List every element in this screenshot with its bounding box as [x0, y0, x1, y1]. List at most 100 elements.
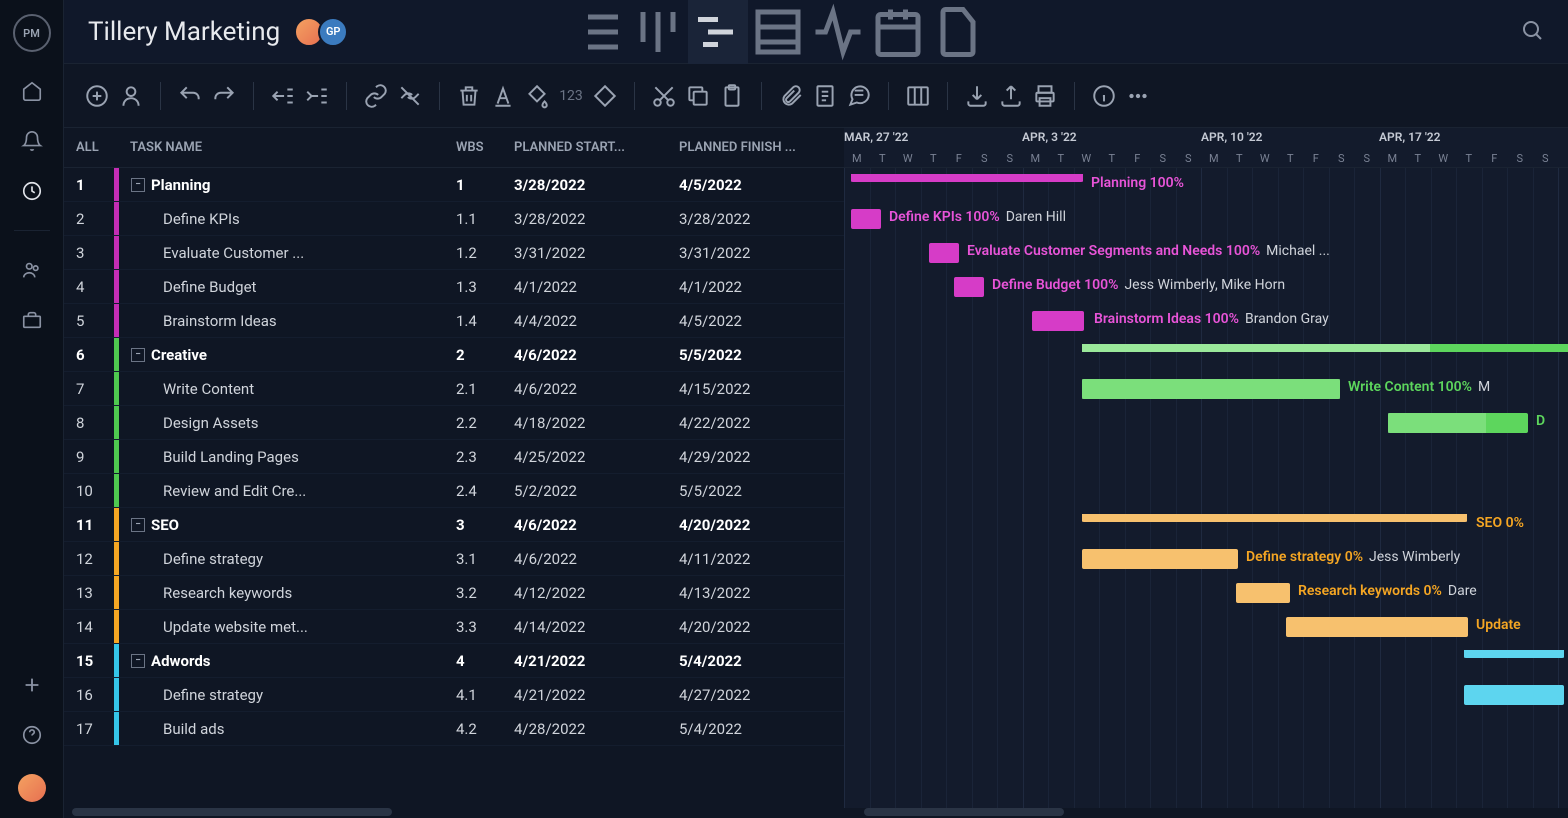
project-title: Tillery Marketing	[88, 17, 280, 47]
avatar-2[interactable]: GP	[318, 17, 348, 47]
task-row[interactable]: 4Define Budget1.34/1/20224/1/2022	[64, 270, 844, 304]
task-row[interactable]: 8Design Assets2.24/18/20224/22/2022	[64, 406, 844, 440]
toolbar-number[interactable]: 123	[558, 83, 584, 109]
wbs-cell: 3.1	[456, 550, 514, 568]
view-calendar-icon[interactable]	[868, 0, 928, 64]
task-name: Build Landing Pages	[163, 448, 299, 466]
bell-icon[interactable]	[21, 130, 43, 152]
col-name[interactable]: TASK NAME	[120, 140, 456, 155]
expand-icon[interactable]: −	[131, 178, 145, 192]
milestone-icon[interactable]	[592, 83, 618, 109]
redo-icon[interactable]	[211, 83, 237, 109]
plus-icon[interactable]	[21, 674, 43, 696]
gantt-bar[interactable]	[1464, 685, 1564, 705]
help-icon[interactable]	[21, 724, 43, 746]
task-row[interactable]: 2Define KPIs1.13/28/20223/28/2022	[64, 202, 844, 236]
gantt-bar[interactable]	[1464, 650, 1564, 658]
user-avatar[interactable]	[18, 774, 46, 802]
task-row[interactable]: 5Brainstorm Ideas1.44/4/20224/5/2022	[64, 304, 844, 338]
undo-icon[interactable]	[177, 83, 203, 109]
gantt-bar[interactable]	[929, 243, 959, 263]
gantt-bar[interactable]	[1082, 379, 1340, 399]
columns-icon[interactable]	[905, 83, 931, 109]
task-row[interactable]: 15−Adwords44/21/20225/4/2022	[64, 644, 844, 678]
task-row[interactable]: 7Write Content2.14/6/20224/15/2022	[64, 372, 844, 406]
link-icon[interactable]	[363, 83, 389, 109]
gantt-bar[interactable]	[1082, 344, 1568, 352]
task-row[interactable]: 11−SEO34/6/20224/20/2022	[64, 508, 844, 542]
col-planned-finish[interactable]: PLANNED FINISH ...	[679, 140, 844, 155]
gantt-bar[interactable]	[1082, 549, 1238, 569]
view-file-icon[interactable]	[928, 0, 988, 64]
export-icon[interactable]	[998, 83, 1024, 109]
info-icon[interactable]	[1091, 83, 1117, 109]
row-number: 9	[64, 448, 114, 466]
member-avatars[interactable]: GP	[300, 17, 348, 47]
cut-icon[interactable]	[651, 83, 677, 109]
gantt-hscroll[interactable]	[844, 808, 1568, 818]
view-board-icon[interactable]	[628, 0, 688, 64]
wbs-cell: 3.2	[456, 584, 514, 602]
view-list-icon[interactable]	[568, 0, 628, 64]
assign-icon[interactable]	[118, 83, 144, 109]
print-icon[interactable]	[1032, 83, 1058, 109]
expand-icon[interactable]: −	[131, 518, 145, 532]
gantt-body[interactable]: Planning 100%Define KPIs 100%Daren HillE…	[844, 168, 1568, 808]
font-icon[interactable]	[490, 83, 516, 109]
notes-icon[interactable]	[812, 83, 838, 109]
gantt-bar[interactable]	[954, 277, 984, 297]
view-gantt-icon[interactable]	[688, 0, 748, 64]
gantt-bar-label: Define KPIs 100%Daren Hill	[889, 209, 1066, 225]
planned-start-cell: 4/4/2022	[514, 312, 679, 330]
gantt-bar[interactable]	[1032, 311, 1084, 331]
task-row[interactable]: 10Review and Edit Cre...2.45/2/20225/5/2…	[64, 474, 844, 508]
task-row[interactable]: 13Research keywords3.24/12/20224/13/2022	[64, 576, 844, 610]
gantt-bar[interactable]	[1082, 514, 1467, 522]
col-all[interactable]: ALL	[64, 140, 114, 155]
fill-icon[interactable]	[524, 83, 550, 109]
task-row[interactable]: 16Define strategy4.14/21/20224/27/2022	[64, 678, 844, 712]
planned-finish-cell: 3/28/2022	[679, 210, 844, 228]
task-row[interactable]: 14Update website met...3.34/14/20224/20/…	[64, 610, 844, 644]
logo[interactable]: PM	[13, 14, 51, 52]
col-planned-start[interactable]: PLANNED START...	[514, 140, 679, 155]
search-icon[interactable]	[1520, 18, 1544, 46]
import-icon[interactable]	[964, 83, 990, 109]
task-row[interactable]: 6−Creative24/6/20225/5/2022	[64, 338, 844, 372]
view-activity-icon[interactable]	[808, 0, 868, 64]
task-row[interactable]: 12Define strategy3.14/6/20224/11/2022	[64, 542, 844, 576]
add-icon[interactable]	[84, 83, 110, 109]
view-sheet-icon[interactable]	[748, 0, 808, 64]
gantt-bar[interactable]	[1388, 413, 1528, 433]
copy-icon[interactable]	[685, 83, 711, 109]
outdent-icon[interactable]	[270, 83, 296, 109]
task-name: Adwords	[151, 652, 211, 670]
home-icon[interactable]	[21, 80, 43, 102]
task-row[interactable]: 17Build ads4.24/28/20225/4/2022	[64, 712, 844, 746]
unlink-icon[interactable]	[397, 83, 423, 109]
task-name: Research keywords	[163, 584, 292, 602]
planned-start-cell: 4/28/2022	[514, 720, 679, 738]
more-icon[interactable]	[1125, 83, 1151, 109]
comment-icon[interactable]	[846, 83, 872, 109]
gantt-bar[interactable]	[851, 209, 881, 229]
task-row[interactable]: 9Build Landing Pages2.34/25/20224/29/202…	[64, 440, 844, 474]
expand-icon[interactable]: −	[131, 348, 145, 362]
task-row[interactable]: 1−Planning13/28/20224/5/2022	[64, 168, 844, 202]
trash-icon[interactable]	[456, 83, 482, 109]
clock-icon[interactable]	[21, 180, 43, 202]
paste-icon[interactable]	[719, 83, 745, 109]
gantt-bar[interactable]	[1286, 617, 1468, 637]
planned-finish-cell: 4/15/2022	[679, 380, 844, 398]
gantt-bar[interactable]	[851, 174, 1083, 182]
briefcase-icon[interactable]	[21, 309, 43, 331]
task-row[interactable]: 3Evaluate Customer ...1.23/31/20223/31/2…	[64, 236, 844, 270]
indent-icon[interactable]	[304, 83, 330, 109]
team-icon[interactable]	[21, 259, 43, 281]
gantt-bar[interactable]	[1236, 583, 1290, 603]
col-wbs[interactable]: WBS	[456, 140, 514, 155]
planned-start-cell: 4/1/2022	[514, 278, 679, 296]
attach-icon[interactable]	[778, 83, 804, 109]
expand-icon[interactable]: −	[131, 654, 145, 668]
grid-hscroll[interactable]	[64, 808, 844, 818]
